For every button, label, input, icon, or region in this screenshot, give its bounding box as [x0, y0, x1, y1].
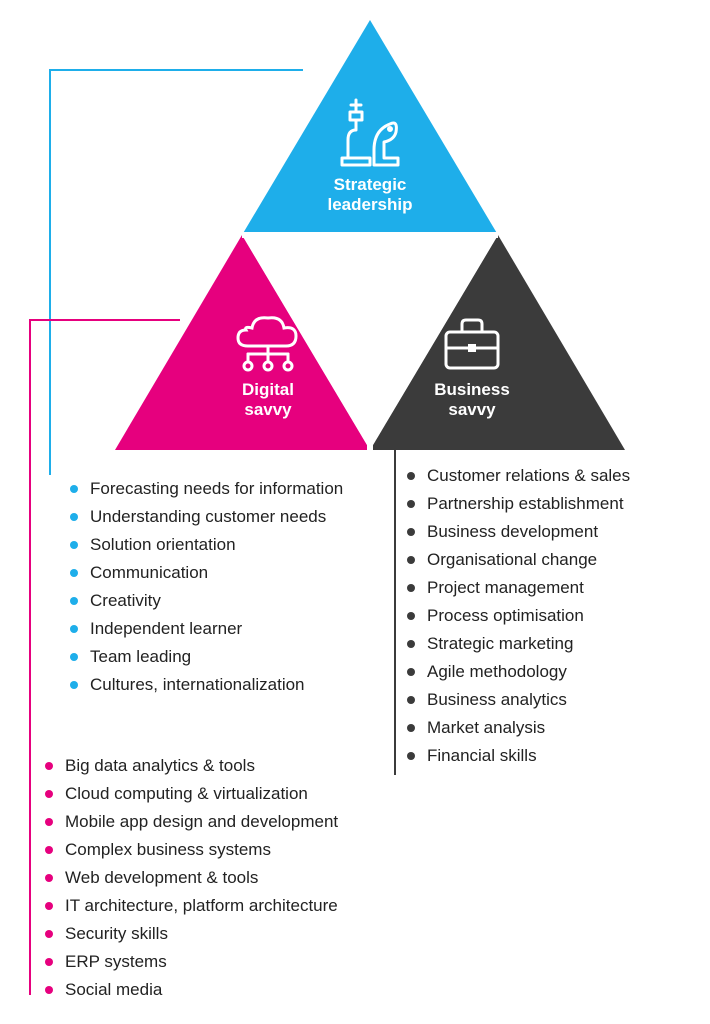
list-item: Communication: [70, 559, 370, 587]
list-item-text: Mobile app design and development: [65, 812, 338, 831]
list-item: Process optimisation: [407, 602, 697, 630]
list-item: Market analysis: [407, 714, 697, 742]
list-item: Complex business systems: [45, 836, 425, 864]
list-item: Web development & tools: [45, 864, 425, 892]
list-item: Creativity: [70, 587, 370, 615]
label-business-l1: Business: [434, 380, 510, 399]
list-item-text: Security skills: [65, 924, 168, 943]
list-item: Independent learner: [70, 615, 370, 643]
list-item-text: Forecasting needs for information: [90, 479, 343, 498]
list-item: IT architecture, platform architecture: [45, 892, 425, 920]
digital-list-col: Big data analytics & tools Cloud computi…: [45, 752, 425, 1004]
digital-list: Big data analytics & tools Cloud computi…: [45, 752, 425, 1004]
list-item: Organisational change: [407, 546, 697, 574]
list-item: Strategic marketing: [407, 630, 697, 658]
list-item: Security skills: [45, 920, 425, 948]
list-item: Financial skills: [407, 742, 697, 770]
list-item-text: Big data analytics & tools: [65, 756, 255, 775]
list-item-text: Financial skills: [427, 746, 537, 765]
list-item: Partnership establishment: [407, 490, 697, 518]
list-item-text: Web development & tools: [65, 868, 258, 887]
list-item-text: ERP systems: [65, 952, 167, 971]
list-item: Cloud computing & virtualization: [45, 780, 425, 808]
strategic-list: Forecasting needs for information Unders…: [70, 475, 370, 699]
list-item-text: Business analytics: [427, 690, 567, 709]
list-item-text: Partnership establishment: [427, 494, 624, 513]
triangle-diagram: Strategic leadership Digital savvy Busin…: [115, 20, 625, 450]
label-strategic: Strategic leadership: [300, 175, 440, 216]
label-strategic-l2: leadership: [327, 195, 412, 214]
triangle-svg: [115, 20, 625, 450]
list-item-text: Complex business systems: [65, 840, 271, 859]
list-item-text: Communication: [90, 563, 208, 582]
list-item-text: Cloud computing & virtualization: [65, 784, 308, 803]
list-item-text: Understanding customer needs: [90, 507, 326, 526]
list-item-text: Independent learner: [90, 619, 242, 638]
list-item: Solution orientation: [70, 531, 370, 559]
list-item: Project management: [407, 574, 697, 602]
list-item-text: Creativity: [90, 591, 161, 610]
list-item-text: Solution orientation: [90, 535, 236, 554]
list-item: Agile methodology: [407, 658, 697, 686]
label-business: Business savvy: [402, 380, 542, 421]
list-item: Business development: [407, 518, 697, 546]
list-item-text: Market analysis: [427, 718, 545, 737]
list-item-text: Customer relations & sales: [427, 466, 630, 485]
list-item: Mobile app design and development: [45, 808, 425, 836]
list-item-text: Agile methodology: [427, 662, 567, 681]
list-item-text: Organisational change: [427, 550, 597, 569]
list-item: Social media: [45, 976, 425, 1004]
list-item: Forecasting needs for information: [70, 475, 370, 503]
label-digital-l2: savvy: [244, 400, 291, 419]
list-item: Team leading: [70, 643, 370, 671]
business-list-col: Customer relations & sales Partnership e…: [407, 462, 697, 771]
list-item-text: Social media: [65, 980, 162, 999]
label-strategic-l1: Strategic: [334, 175, 407, 194]
list-item-text: Process optimisation: [427, 606, 584, 625]
list-item: Business analytics: [407, 686, 697, 714]
list-item: Cultures, internationalization: [70, 671, 370, 699]
list-item-text: Business development: [427, 522, 598, 541]
list-item: Understanding customer needs: [70, 503, 370, 531]
strategic-list-col: Forecasting needs for information Unders…: [70, 475, 370, 699]
list-item-text: IT architecture, platform architecture: [65, 896, 338, 915]
list-item: Big data analytics & tools: [45, 752, 425, 780]
label-digital-l1: Digital: [242, 380, 294, 399]
list-item: ERP systems: [45, 948, 425, 976]
list-item-text: Team leading: [90, 647, 191, 666]
business-list: Customer relations & sales Partnership e…: [407, 462, 697, 771]
label-digital: Digital savvy: [198, 380, 338, 421]
label-business-l2: savvy: [448, 400, 495, 419]
list-item-text: Strategic marketing: [427, 634, 573, 653]
list-item-text: Project management: [427, 578, 584, 597]
list-item: Customer relations & sales: [407, 462, 697, 490]
list-item-text: Cultures, internationalization: [90, 675, 305, 694]
